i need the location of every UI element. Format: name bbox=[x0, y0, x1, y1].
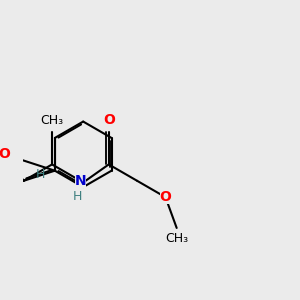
Text: O: O bbox=[160, 190, 171, 204]
Text: CH₃: CH₃ bbox=[40, 114, 64, 128]
Text: O: O bbox=[0, 147, 11, 161]
Text: H: H bbox=[72, 190, 82, 203]
Text: H: H bbox=[36, 168, 46, 181]
Text: O: O bbox=[103, 113, 115, 128]
Text: CH₃: CH₃ bbox=[165, 232, 188, 245]
Text: N: N bbox=[75, 174, 86, 188]
